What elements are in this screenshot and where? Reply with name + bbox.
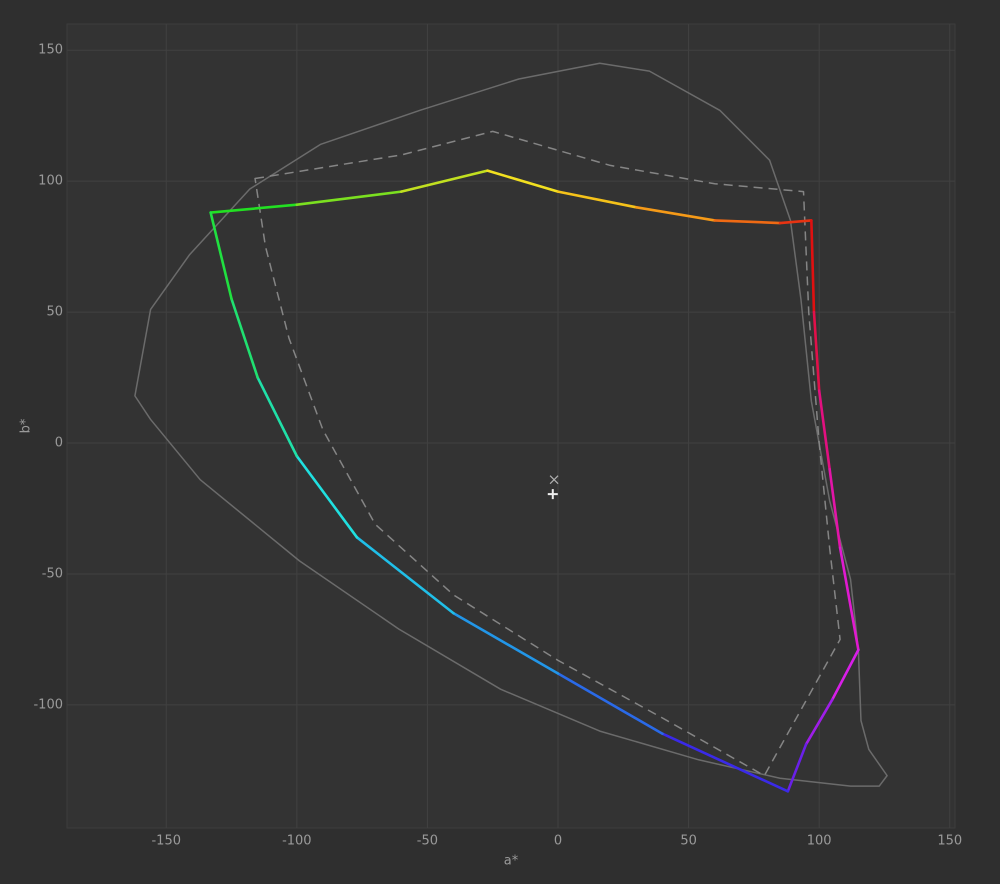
- gamut-segment: [828, 467, 842, 550]
- gamut-segment: [486, 169, 560, 193]
- gamut-segment: [778, 219, 813, 225]
- gamut-segment: [635, 206, 717, 222]
- gamut-segment: [810, 219, 816, 314]
- y-axis-label: b*: [19, 418, 34, 433]
- y-tick-label: 100: [38, 174, 63, 189]
- series-line: [254, 130, 841, 777]
- gamut-segment: [786, 742, 808, 793]
- gamut-segment: [661, 732, 790, 793]
- plot-area: [66, 23, 956, 829]
- gamut-segment: [452, 611, 560, 675]
- gamut-segment: [209, 211, 233, 301]
- gamut-segment: [713, 219, 782, 225]
- gamut-segment: [400, 169, 489, 193]
- gamut-segment: [804, 698, 834, 746]
- point-marker: [549, 475, 559, 485]
- y-tick-label: 0: [55, 436, 63, 451]
- gamut-segment: [295, 454, 359, 539]
- gamut-segment: [355, 536, 455, 615]
- gamut-segment: [556, 190, 638, 209]
- x-axis-label: a*: [504, 854, 519, 869]
- y-tick-label: 50: [46, 305, 63, 320]
- y-tick-label: -100: [33, 697, 63, 712]
- series-line: [134, 62, 888, 787]
- x-tick-label: 50: [680, 834, 697, 849]
- gamut-segment: [812, 310, 821, 392]
- x-tick-label: 150: [937, 834, 962, 849]
- gamut-segment: [817, 389, 831, 471]
- x-tick-label: 100: [807, 834, 832, 849]
- gamut-segment: [830, 648, 860, 701]
- x-tick-label: -100: [282, 834, 312, 849]
- gamut-segment: [295, 190, 403, 207]
- gamut-segment: [230, 297, 259, 379]
- gamut-segment: [838, 546, 860, 652]
- x-tick-label: -150: [151, 834, 181, 849]
- point-marker: [547, 489, 558, 500]
- x-tick-label: -50: [417, 834, 438, 849]
- y-tick-label: 150: [38, 43, 63, 58]
- gamut-segment: [209, 203, 299, 214]
- gamut-segment: [256, 376, 299, 458]
- gamut-segment: [556, 672, 664, 736]
- y-tick-label: -50: [42, 566, 63, 581]
- x-tick-label: 0: [554, 834, 562, 849]
